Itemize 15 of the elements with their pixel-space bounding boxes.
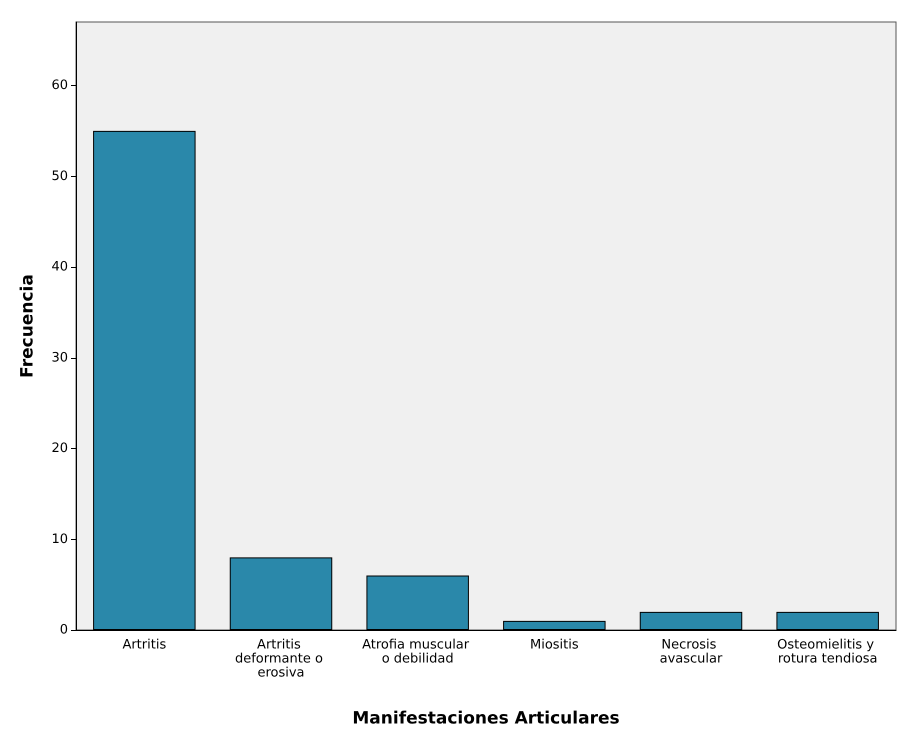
x-tick-label: Miositis bbox=[530, 638, 579, 652]
y-tick-label: 50 bbox=[51, 168, 68, 184]
y-tick-label: 30 bbox=[51, 350, 68, 366]
y-tick-label: 0 bbox=[60, 622, 68, 638]
y-axis-title: Frecuencia bbox=[18, 274, 38, 378]
y-tick-label: 40 bbox=[51, 260, 68, 275]
y-tick-label: 60 bbox=[51, 78, 68, 94]
x-tick-label: Osteomielitis y rotura tendiosa bbox=[777, 638, 878, 666]
x-tick-label: Necrosis avascular bbox=[660, 638, 724, 666]
x-axis-title: Manifestaciones Articulares bbox=[352, 708, 620, 728]
x-tick-label: Artritis bbox=[122, 638, 166, 652]
x-tick-label: Artritis deformante o erosiva bbox=[234, 638, 328, 680]
y-tick-label: 20 bbox=[51, 441, 68, 456]
y-tick-label: 10 bbox=[51, 532, 68, 547]
x-tick-label: Atrofia muscular o debilidad bbox=[362, 638, 474, 666]
